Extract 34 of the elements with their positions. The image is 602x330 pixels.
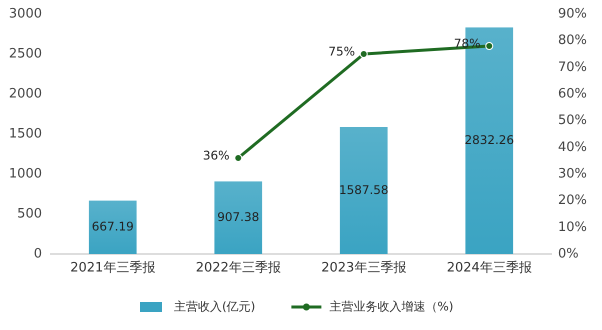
point — [360, 50, 368, 58]
y-tick-label: 2500 — [8, 46, 42, 62]
y2-tick-label: 30% — [558, 166, 587, 182]
y2-tick-label: 20% — [558, 193, 587, 208]
y-tick-label: 0 — [34, 246, 42, 262]
y2-tick-label: 40% — [558, 140, 587, 155]
bar — [88, 200, 137, 254]
bar — [214, 181, 262, 254]
x-tick-label: 2024年三季报 — [446, 260, 532, 276]
y2-tick-label: 70% — [558, 60, 587, 75]
legend-label: 主营收入(亿元) — [174, 299, 256, 314]
y2-tick-label: 50% — [558, 113, 587, 128]
y-tick-label: 2000 — [8, 86, 42, 102]
data-label: 907.38 — [217, 210, 260, 224]
point — [485, 42, 494, 50]
data-label: 667.19 — [92, 220, 134, 234]
y2-tick-label: 90% — [558, 6, 587, 22]
y-tick-label: 500 — [17, 206, 42, 222]
y2-tick-label: 0% — [558, 246, 579, 262]
y2-tick-label: 80% — [558, 33, 587, 48]
y2-tick-label: 10% — [558, 220, 587, 235]
y-tick-label: 3000 — [8, 6, 42, 22]
x-tick-label: 2022年三季报 — [196, 260, 281, 276]
x-tick-label: 2021年三季报 — [70, 260, 156, 276]
bar — [340, 126, 388, 254]
y2-tick-label: 60% — [558, 86, 587, 102]
y-tick-label: 1000 — [8, 166, 42, 182]
y-tick-label: 1500 — [8, 126, 42, 142]
data-label: 78% — [454, 36, 481, 50]
x-tick-label: 2023年三季报 — [321, 260, 406, 276]
point — [234, 154, 242, 162]
data-label: 36% — [202, 148, 230, 162]
legend-label: 主营业务收入增速（%) — [329, 299, 454, 314]
data-label: 75% — [328, 44, 356, 58]
